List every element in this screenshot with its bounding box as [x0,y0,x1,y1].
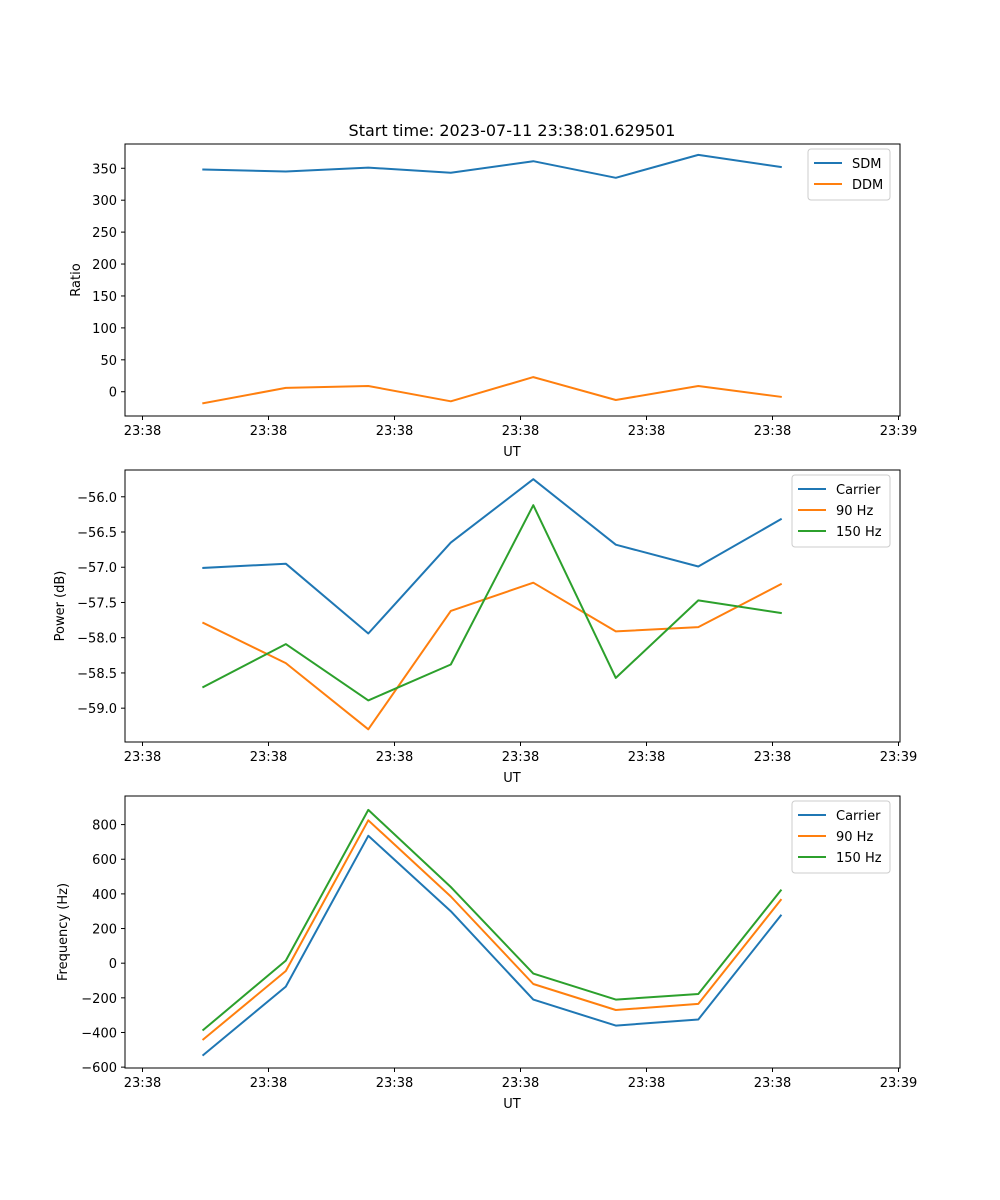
frequency-y-tick-label: 400 [92,888,117,903]
frequency-x-axis-label: UT [503,1097,521,1112]
frequency-x-tick-label: 23:39 [880,1076,917,1091]
ratio-x-axis-label: UT [503,445,521,460]
frequency-legend-label-90-hz: 90 Hz [836,830,873,845]
frequency-legend-label-150-hz: 150 Hz [836,851,882,866]
frequency-plot-area: 23:38 23:38 23:38 23:38 23:38 23:38 23:39 −600 −… [81,795,917,1091]
ratio-y-tick-label: 300 [92,194,117,209]
ratio-x-tick-label: 23:38 [754,424,791,439]
ratio-x-tick-label: 23:38 [628,424,665,439]
frequency-legend-box [791,800,891,874]
power-x-tick-label: 23:38 [250,750,287,765]
frequency-x-tick-label: 23:38 [502,1076,539,1091]
ratio-x-tick-label: 23:38 [250,424,287,439]
ratio-axes-frame [124,143,901,417]
power-y-tick-label: −58.0 [77,632,117,647]
power-y-tick-label: −59.0 [77,702,117,717]
power-x-tick-label: 23:39 [880,750,917,765]
frequency-y-tick-label: −600 [81,1061,117,1076]
ratio-y-tick-label: 350 [92,162,117,177]
frequency-x-tick-label: 23:38 [754,1076,791,1091]
power-y-tick-label: −57.5 [77,596,117,611]
power-series-90-hz-line [201,581,783,731]
power-legend-label-carrier: Carrier [836,483,881,498]
power-y-axis-label: Power (dB) [53,571,68,642]
power-axes-frame [124,469,901,743]
power-legend-box [791,474,891,548]
power-x-tick-label: 23:38 [628,750,665,765]
ratio-plot-area: 23:38 23:38 23:38 23:38 23:38 23:38 23:39 0 50 10… [92,143,917,439]
power-legend-label-150-hz: 150 Hz [836,525,882,540]
frequency-y-tick-label: 800 [92,819,117,834]
frequency-series-90-hz-line [201,819,783,1041]
frequency-y-axis-label: Frequency (Hz) [56,883,71,981]
frequency-y-tick-label: −400 [81,1026,117,1041]
ratio-y-axis-label: Ratio [69,263,84,296]
ratio-y-tick-label: 50 [100,354,117,369]
ratio-legend-label-ddm: DDM [852,178,883,193]
power-legend-label-90-hz: 90 Hz [836,504,873,519]
ratio-x-tick-label: 23:38 [376,424,413,439]
power-y-tick-label: −58.5 [77,667,117,682]
frequency-legend-label-carrier: Carrier [836,809,881,824]
power-legend: Carrier 90 Hz 150 Hz [791,474,891,548]
power-plot-area: 23:38 23:38 23:38 23:38 23:38 23:38 23:39 −59.0… [77,469,917,765]
power-y-tick-label: −56.5 [77,526,117,541]
power-x-axis-label: UT [503,771,521,786]
ratio-y-tick-label: 0 [109,386,117,401]
frequency-y-tick-label: 600 [92,853,117,868]
ratio-legend: SDM DDM [807,148,891,201]
frequency-series-150-hz-line [201,808,783,1032]
power-x-tick-label: 23:38 [502,750,539,765]
ratio-y-tick-label: 200 [92,258,117,273]
ratio-x-tick-label: 23:38 [502,424,539,439]
frequency-x-tick-label: 23:38 [124,1076,161,1091]
chart-frequency: 23:38 23:38 23:38 23:38 23:38 23:38 23:39 −600 −… [56,795,917,1112]
frequency-series-carrier-line [201,834,783,1057]
ratio-y-tick-label: 100 [92,322,117,337]
power-x-tick-label: 23:38 [376,750,413,765]
power-y-tick-label: −56.0 [77,491,117,506]
chart-power: 23:38 23:38 23:38 23:38 23:38 23:38 23:39 −59.0… [53,469,917,786]
frequency-x-tick-label: 23:38 [250,1076,287,1091]
power-series-carrier-line [202,478,783,635]
frequency-axes-frame [124,795,901,1069]
ratio-legend-label-sdm: SDM [852,157,881,172]
power-x-tick-label: 23:38 [754,750,791,765]
frequency-y-tick-label: −200 [81,992,117,1007]
ratio-y-tick-label: 250 [92,226,117,241]
ratio-x-tick-label: 23:39 [880,424,917,439]
chart-ratio: 23:38 23:38 23:38 23:38 23:38 23:38 23:39 0 50 10… [69,143,917,460]
frequency-y-tick-label: 0 [109,957,117,972]
power-series-150-hz-line [201,504,782,702]
ratio-legend-box [807,148,891,201]
frequency-y-tick-label: 200 [92,923,117,938]
frequency-legend: Carrier 90 Hz 150 Hz [791,800,891,874]
power-x-tick-label: 23:38 [124,750,161,765]
ratio-x-tick-label: 23:38 [124,424,161,439]
ratio-y-tick-label: 150 [92,290,117,305]
power-y-tick-label: −57.0 [77,561,117,576]
ratio-series-ddm-line [202,376,782,405]
ratio-series-sdm-line [202,153,782,179]
frequency-x-tick-label: 23:38 [376,1076,413,1091]
frequency-x-tick-label: 23:38 [628,1076,665,1091]
figure-title: Start time: 2023-07-11 23:38:01.629501 [349,121,676,140]
